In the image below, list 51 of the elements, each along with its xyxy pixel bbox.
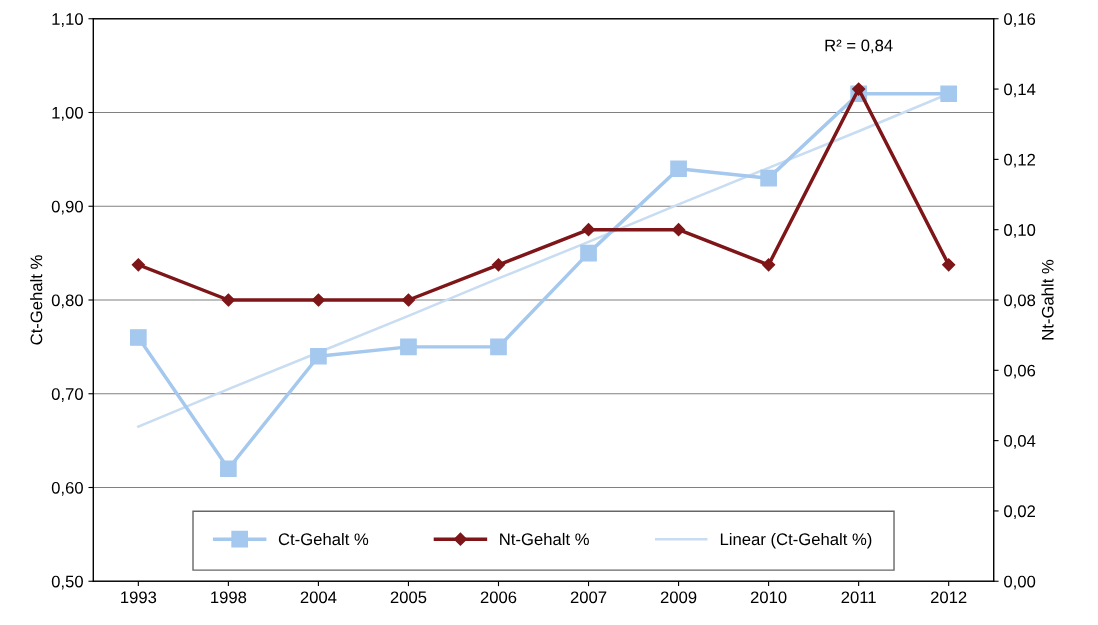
- x-tick-label: 2011: [841, 591, 876, 604]
- point: [220, 460, 237, 478]
- y2-tick-label: 0,04: [1004, 435, 1036, 449]
- point: [490, 338, 507, 356]
- x-tick-label: 1998: [211, 591, 247, 604]
- y-tick-label: 0,60: [51, 481, 83, 496]
- y2-tick-label: 0,12: [1004, 153, 1036, 168]
- point: [400, 338, 417, 356]
- point: [130, 329, 147, 346]
- y2-tick-label: 0,10: [1004, 224, 1036, 238]
- point: [580, 244, 597, 262]
- y-tick-label: 0,80: [51, 294, 83, 309]
- x-tick-label: 2004: [300, 591, 337, 604]
- x-tick-label: 1993: [121, 591, 157, 604]
- point: [670, 160, 687, 178]
- point: [762, 258, 776, 272]
- x-tick-label: 2010: [750, 591, 787, 604]
- annotation: R² = 0,84: [825, 39, 893, 54]
- y-tick-label: 0,70: [51, 388, 83, 402]
- y2-tick-label: 0,06: [1004, 364, 1036, 379]
- y2-axis-title: Nt-Gahlt %: [1041, 259, 1054, 340]
- point: [131, 258, 145, 272]
- y2-tick-label: 0,00: [1004, 575, 1036, 590]
- point: [310, 347, 327, 365]
- point: [311, 293, 326, 307]
- x-tick-label: 2007: [570, 591, 607, 604]
- point: [581, 223, 596, 237]
- y-axis-title: Ct-Gehalt %: [30, 255, 43, 345]
- x-tick-label: 2009: [660, 591, 697, 604]
- y-tick-label: 1,00: [52, 106, 83, 121]
- legend-label: Ct-Gehalt %: [278, 532, 369, 546]
- point: [491, 258, 506, 272]
- y-tick-label: 0,50: [51, 575, 83, 590]
- point: [671, 223, 686, 237]
- x-tick-label: 2005: [390, 591, 427, 604]
- y2-tick-label: 0,14: [1004, 83, 1036, 98]
- y2-tick-label: 0,16: [1004, 13, 1036, 27]
- y2-tick-label: 0,02: [1004, 505, 1036, 520]
- x-tick-label: 2006: [480, 591, 517, 604]
- y-tick-label: 0,90: [51, 200, 83, 215]
- point: [760, 169, 777, 187]
- point: [221, 293, 235, 307]
- y2-tick-label: 0,08: [1004, 294, 1036, 309]
- legend-label: Linear (Ct-Gehalt %): [720, 532, 872, 549]
- point: [940, 85, 958, 103]
- y-tick-label: 1,10: [52, 13, 83, 27]
- point: [852, 82, 866, 96]
- point: [401, 293, 416, 307]
- x-tick-label: 2012: [930, 591, 967, 604]
- point: [942, 258, 956, 272]
- legend-label: Nt-Gehalt %: [500, 532, 589, 546]
